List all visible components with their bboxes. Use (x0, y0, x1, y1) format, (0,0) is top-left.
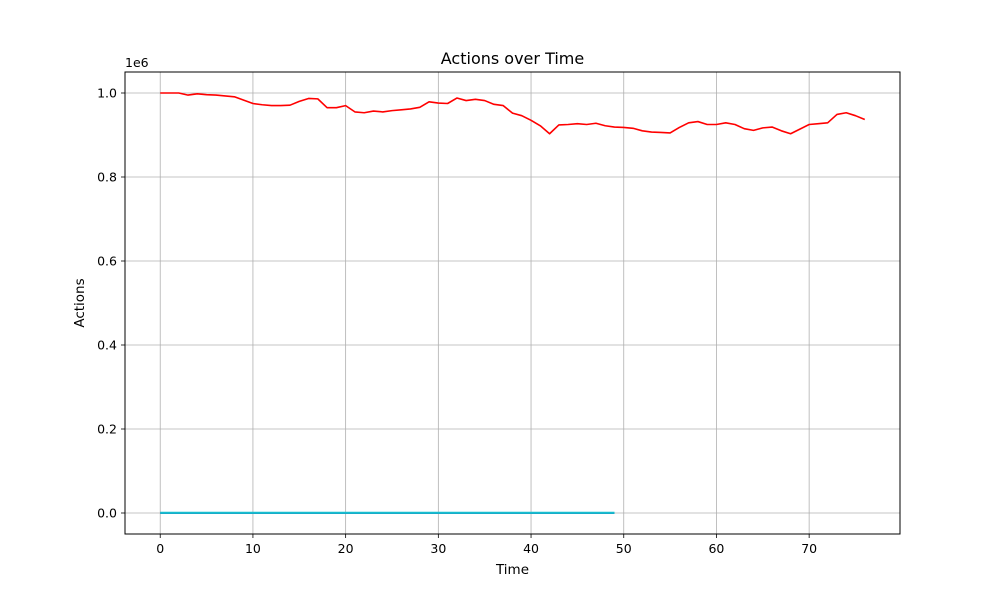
x-tick-label: 60 (708, 541, 724, 556)
series-group (160, 92, 866, 514)
x-tick-label: 70 (801, 541, 817, 556)
y-tick-label: 0.6 (97, 254, 117, 269)
ticks: 0 10 20 30 40 50 60 70 0.0 0.2 0.4 0.6 0.8 1.0 (97, 86, 817, 557)
chart-title: Actions over Time (441, 49, 584, 68)
y-axis-title: Actions (72, 278, 88, 327)
x-tick-label: 30 (430, 541, 446, 556)
x-tick-label: 0 (156, 541, 164, 556)
y-tick-label: 1.0 (97, 86, 117, 101)
grid (125, 72, 900, 534)
series-line-0 (160, 92, 866, 135)
x-axis-title: Time (495, 562, 529, 578)
y-tick-label: 0.0 (97, 506, 117, 521)
x-tick-label: 50 (616, 541, 632, 556)
y-axis-offset-label: 1e6 (125, 55, 149, 70)
x-tick-label: 20 (338, 541, 354, 556)
y-tick-label: 0.2 (97, 422, 117, 437)
x-tick-label: 40 (523, 541, 539, 556)
plot-frame (124, 71, 901, 535)
x-tick-label: 10 (245, 541, 261, 556)
y-tick-label: 0.4 (97, 338, 117, 353)
y-tick-label: 0.8 (97, 170, 117, 185)
